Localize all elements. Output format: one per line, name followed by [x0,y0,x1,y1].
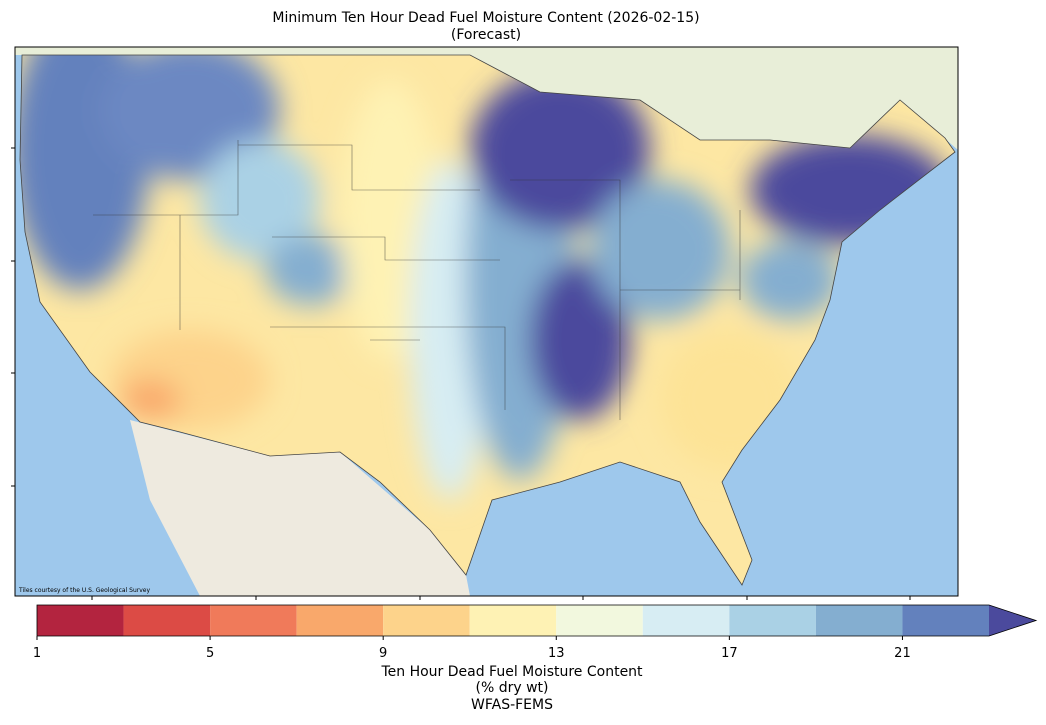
colorbar: 1 5 9 13 17 21 [33,604,1038,661]
source: WFAS-FEMS [471,697,553,713]
mexico [130,420,470,596]
colorbar-bin [123,605,211,636]
colorbar-bin [902,605,989,636]
colorbar-bin [37,605,124,636]
map: Tiles courtesy of the U.S. Geological Su… [15,47,958,596]
colorbar-bin [556,605,643,636]
map-frame [14,46,959,597]
canada [15,47,958,150]
map-ticks [11,147,911,600]
colorbar-tick-label: 9 [379,646,387,661]
colorbar-tick-label: 21 [894,646,911,661]
colorbar-bin [469,605,557,636]
colorbar-tick-label: 5 [206,646,214,661]
colorbar-units: (% dry wt) [476,680,549,696]
attribution: Tiles courtesy of the U.S. Geological Su… [18,587,150,594]
colorbar-outline [36,604,1038,637]
colorbar-bin [210,605,297,636]
colorbar-bin [729,605,816,636]
colorbar-bin [642,605,730,636]
colorbar-tick-label: 17 [721,646,738,661]
title: Minimum Ten Hour Dead Fuel Moisture Cont… [272,10,699,26]
colorbar-extension [989,605,1036,636]
colorbar-tick-label: 1 [33,646,41,661]
colorbar-bin [383,605,470,636]
colorbar-bin [296,605,384,636]
moisture-field [20,55,955,585]
colorbar-label: Ten Hour Dead Fuel Moisture Content [380,664,643,680]
subtitle: (Forecast) [451,27,521,43]
colorbar-bin [815,605,903,636]
colorbar-tick-label: 13 [548,646,565,661]
us-outline [19,54,956,586]
